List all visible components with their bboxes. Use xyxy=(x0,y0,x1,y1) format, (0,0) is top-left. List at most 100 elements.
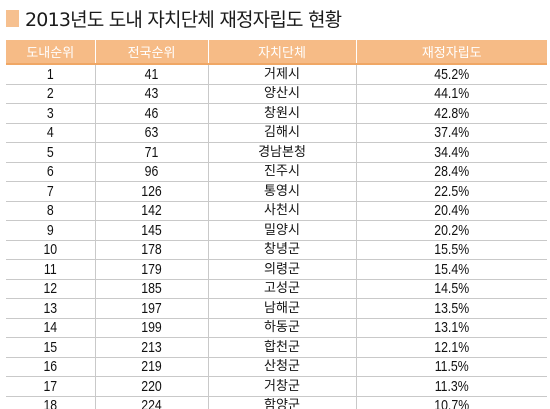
fiscal-independence-table: 도내순위 전국순위 자치단체 재정자립도 1 41 거제시 45.2% 2 43 양산시 44… xyxy=(6,40,547,409)
cell-district: 함양군 xyxy=(208,396,357,409)
cell-district: 하동군 xyxy=(208,318,357,338)
cell-national-rank: 224 xyxy=(105,396,199,409)
header-provincial-rank: 도내순위 xyxy=(6,40,96,65)
cell-fiscal-ratio: 28.4% xyxy=(373,162,530,182)
cell-district: 경남본청 xyxy=(208,142,357,163)
cell-fiscal-ratio: 37.4% xyxy=(373,123,530,143)
cell-national-rank: 96 xyxy=(105,162,199,182)
cell-fiscal-ratio: 13.1% xyxy=(373,318,530,338)
title-bar: 2013년도 도내 자치단체 재정자립도 현황 xyxy=(6,4,342,32)
cell-provincial-rank: 1 xyxy=(14,64,88,85)
cell-provincial-rank: 14 xyxy=(14,318,88,338)
table-row: 8 142 사천시 20.4% xyxy=(6,201,547,221)
cell-provincial-rank: 16 xyxy=(14,357,88,377)
table-row: 6 96 진주시 28.4% xyxy=(6,162,547,182)
cell-national-rank: 185 xyxy=(105,279,199,299)
cell-provincial-rank: 9 xyxy=(14,220,88,241)
cell-provincial-rank: 7 xyxy=(14,181,88,202)
cell-national-rank: 63 xyxy=(105,123,199,143)
cell-provincial-rank: 4 xyxy=(14,123,88,143)
cell-national-rank: 126 xyxy=(105,181,199,202)
cell-national-rank: 71 xyxy=(105,142,199,163)
header-local-government: 자치단체 xyxy=(208,40,357,65)
cell-national-rank: 178 xyxy=(105,240,199,260)
table-row: 12 185 고성군 14.5% xyxy=(6,279,547,299)
cell-district: 진주시 xyxy=(208,162,357,182)
cell-provincial-rank: 18 xyxy=(14,396,88,409)
cell-district: 밀양시 xyxy=(208,220,357,241)
table-row: 15 213 합천군 12.1% xyxy=(6,337,547,358)
cell-district: 통영시 xyxy=(208,181,357,202)
cell-district: 합천군 xyxy=(208,337,357,358)
header-fiscal-independence: 재정자립도 xyxy=(356,40,547,65)
cell-district: 의령군 xyxy=(208,259,357,280)
cell-district: 창녕군 xyxy=(208,240,357,260)
cell-fiscal-ratio: 14.5% xyxy=(373,279,530,299)
cell-fiscal-ratio: 15.4% xyxy=(373,259,530,280)
table-row: 10 178 창녕군 15.5% xyxy=(6,240,547,260)
cell-national-rank: 46 xyxy=(105,103,199,124)
cell-fiscal-ratio: 34.4% xyxy=(373,142,530,163)
cell-provincial-rank: 12 xyxy=(14,279,88,299)
table-row: 5 71 경남본청 34.4% xyxy=(6,142,547,163)
cell-district: 양산시 xyxy=(208,84,357,104)
cell-fiscal-ratio: 15.5% xyxy=(373,240,530,260)
cell-fiscal-ratio: 22.5% xyxy=(373,181,530,202)
cell-provincial-rank: 6 xyxy=(14,162,88,182)
cell-fiscal-ratio: 12.1% xyxy=(373,337,530,358)
cell-district: 거제시 xyxy=(208,64,357,85)
cell-district: 산청군 xyxy=(208,357,357,377)
cell-national-rank: 199 xyxy=(105,318,199,338)
table-row: 1 41 거제시 45.2% xyxy=(6,64,547,85)
cell-fiscal-ratio: 11.5% xyxy=(373,357,530,377)
table-row: 16 219 산청군 11.5% xyxy=(6,357,547,377)
cell-national-rank: 43 xyxy=(105,84,199,104)
table-row: 2 43 양산시 44.1% xyxy=(6,84,547,104)
cell-national-rank: 142 xyxy=(105,201,199,221)
cell-provincial-rank: 2 xyxy=(14,84,88,104)
cell-national-rank: 197 xyxy=(105,298,199,319)
table-row: 4 63 김해시 37.4% xyxy=(6,123,547,143)
title-marker-icon xyxy=(6,9,19,27)
cell-fiscal-ratio: 10.7% xyxy=(373,396,530,409)
cell-fiscal-ratio: 11.3% xyxy=(373,376,530,397)
table-row: 18 224 함양군 10.7% xyxy=(6,396,547,409)
header-national-rank: 전국순위 xyxy=(95,40,209,65)
table-row: 17 220 거창군 11.3% xyxy=(6,376,547,397)
table-row: 13 197 남해군 13.5% xyxy=(6,298,547,319)
table-row: 7 126 통영시 22.5% xyxy=(6,181,547,202)
cell-national-rank: 213 xyxy=(105,337,199,358)
cell-provincial-rank: 15 xyxy=(14,337,88,358)
cell-district: 김해시 xyxy=(208,123,357,143)
table-body: 1 41 거제시 45.2% 2 43 양산시 44.1% 3 46 창원시 42.8% 4 63 김해시 3… xyxy=(6,64,547,409)
table-row: 9 145 밀양시 20.2% xyxy=(6,220,547,241)
cell-national-rank: 41 xyxy=(105,64,199,85)
cell-national-rank: 179 xyxy=(105,259,199,280)
table-row: 3 46 창원시 42.8% xyxy=(6,103,547,124)
cell-provincial-rank: 11 xyxy=(14,259,88,280)
cell-national-rank: 145 xyxy=(105,220,199,241)
cell-district: 사천시 xyxy=(208,201,357,221)
cell-fiscal-ratio: 13.5% xyxy=(373,298,530,319)
table-row: 11 179 의령군 15.4% xyxy=(6,259,547,280)
cell-fiscal-ratio: 44.1% xyxy=(373,84,530,104)
cell-national-rank: 220 xyxy=(105,376,199,397)
cell-district: 창원시 xyxy=(208,103,357,124)
table-row: 14 199 하동군 13.1% xyxy=(6,318,547,338)
cell-national-rank: 219 xyxy=(105,357,199,377)
cell-provincial-rank: 13 xyxy=(14,298,88,319)
cell-provincial-rank: 10 xyxy=(14,240,88,260)
cell-provincial-rank: 17 xyxy=(14,376,88,397)
cell-fiscal-ratio: 20.4% xyxy=(373,201,530,221)
cell-fiscal-ratio: 45.2% xyxy=(373,64,530,85)
cell-provincial-rank: 5 xyxy=(14,142,88,163)
cell-district: 고성군 xyxy=(208,279,357,299)
cell-district: 거창군 xyxy=(208,376,357,397)
page-title: 2013년도 도내 자치단체 재정자립도 현황 xyxy=(25,8,342,31)
cell-fiscal-ratio: 20.2% xyxy=(373,220,530,241)
cell-district: 남해군 xyxy=(208,298,357,319)
cell-provincial-rank: 8 xyxy=(14,201,88,221)
cell-provincial-rank: 3 xyxy=(14,103,88,124)
table-header-row: 도내순위 전국순위 자치단체 재정자립도 xyxy=(6,40,547,65)
